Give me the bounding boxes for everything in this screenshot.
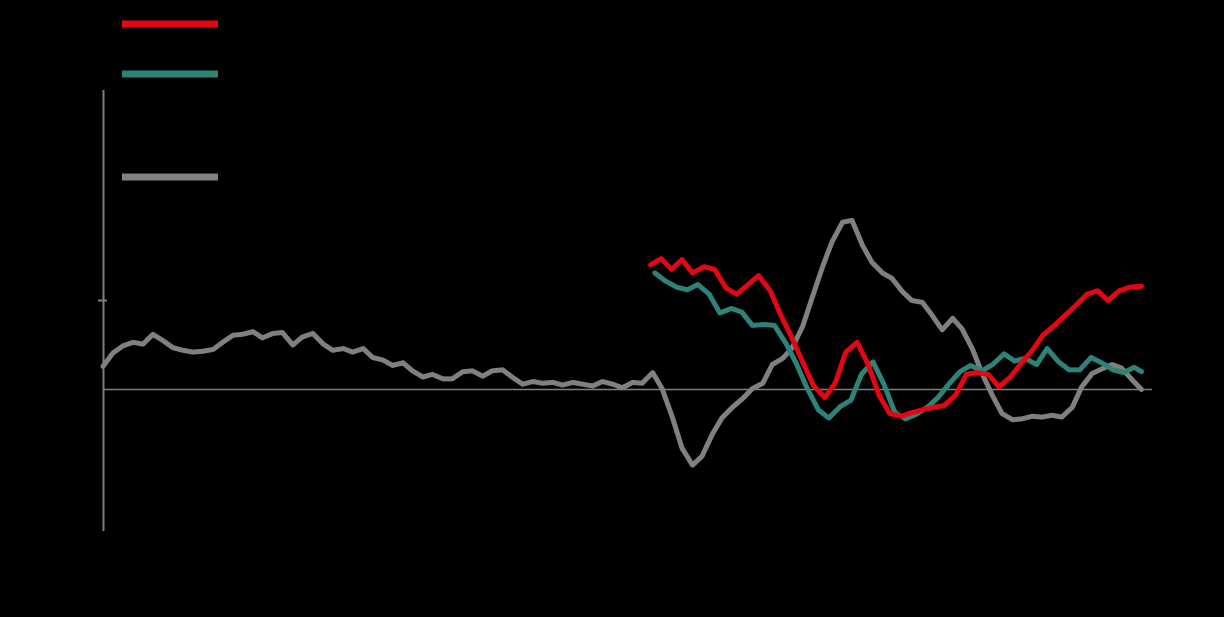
chart-axes xyxy=(98,90,1152,531)
series-line-gray xyxy=(100,217,1145,468)
series-line-red xyxy=(648,256,1145,419)
chart-legend xyxy=(122,20,218,181)
chart-series-group xyxy=(100,217,1145,468)
